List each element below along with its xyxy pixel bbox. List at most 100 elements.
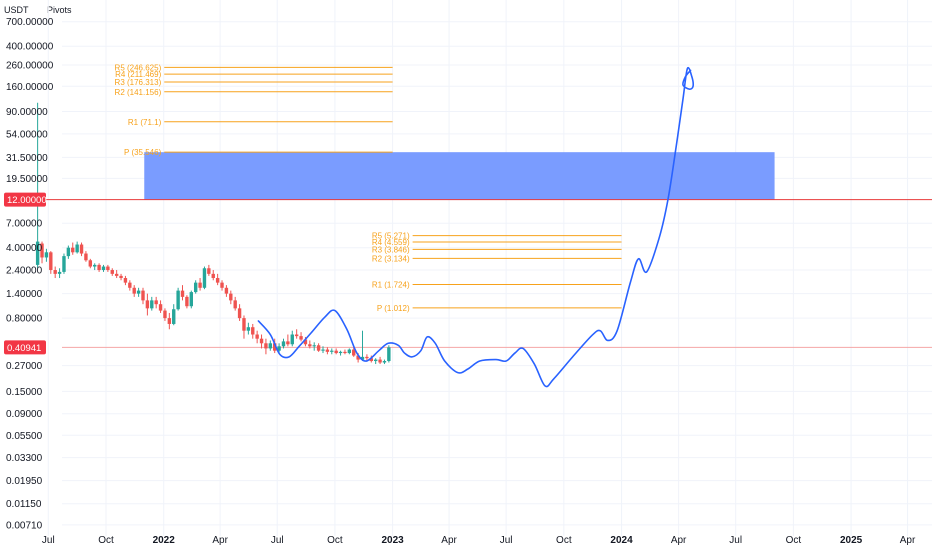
candle-body [132,287,136,294]
y-tick-label: 260.00000 [6,61,54,72]
candle [141,287,145,305]
candle [150,296,154,311]
candle [255,330,259,344]
pivot-label: R5 (5.271) [372,232,410,241]
candle [57,268,62,279]
y-tick-label: 7.00000 [6,219,43,230]
candle-body [308,344,312,347]
candle [106,264,110,272]
pivot-label: R1 (71.1) [128,118,162,127]
candle-body [224,287,229,294]
candle [128,280,132,291]
candle-body [373,359,378,362]
candle-body [57,271,62,274]
y-tick-label: 700.00000 [6,17,54,28]
x-tick-label: Apr [671,535,687,546]
x-axis[interactable]: Jul Oct 2022 Apr Jul Oct 2023 Apr Jul Oct 2024 Apr J… [42,535,916,546]
candle-body [242,318,246,331]
candle [193,280,198,294]
y-tick-label: 0.27000 [6,361,43,372]
candle-body [128,282,132,288]
pivot-label: R2 (141.156) [115,88,162,97]
candle-body [202,268,207,288]
candle [44,248,49,262]
pivot-label: P (1.012) [377,304,410,313]
y-tick-label: 19.50000 [6,174,48,185]
y-tick-label: 400.00000 [6,42,54,53]
candle-body [273,343,277,351]
y-axis[interactable]: 700.00000 400.00000 260.00000 160.00000 90.0… [6,17,54,531]
y-tick-label: 0.15000 [6,387,43,398]
candle [343,349,347,355]
candle [360,330,365,362]
candle [308,340,312,349]
candle [347,348,352,355]
candle [62,253,66,274]
candle [123,275,128,286]
candle [189,290,193,309]
candle-body [211,273,215,279]
candle [35,102,40,269]
candle [79,242,84,257]
candle-body [101,266,106,271]
x-tick-label: Jul [729,535,742,546]
candle-body [220,282,224,288]
candle-body [277,346,281,351]
candle [229,290,233,305]
candle [264,338,268,355]
x-tick-label: Jul [271,535,284,546]
x-tick-label: Jul [500,535,513,546]
candle-body [312,345,316,347]
candle [330,348,334,355]
candle-body [154,300,158,305]
candle [40,241,44,264]
candle [251,323,255,339]
candle-layer [35,102,391,365]
candle-body [251,327,255,335]
price-tag: 0.40941 [4,340,46,355]
supply-zone [144,152,775,200]
candle [369,355,373,363]
pivot-label: R3 (176.313) [115,78,162,87]
candle-body [303,339,308,345]
candle [224,285,229,297]
candle [365,354,369,362]
pivot-label: R5 (246.625) [115,63,162,72]
candle-body [281,341,286,347]
candle-body [185,296,189,307]
chart-grid [47,0,932,536]
x-tick-label: Oct [556,535,572,546]
candle-body [334,350,338,354]
candle-body [88,260,93,267]
projection-layer [257,66,694,388]
candle-body [198,282,202,288]
candle-body [321,349,325,351]
candle [268,340,273,351]
candle-body [53,270,57,274]
x-tick-label: Jul [42,535,55,546]
candle-body [84,253,88,261]
candle-body [141,290,145,301]
candle-body [193,282,198,293]
candle-body [268,343,273,349]
candle-body [299,336,303,340]
candle [246,322,251,335]
candle [334,348,338,355]
candle [259,334,264,349]
y-tick-label: 90.00000 [6,107,48,118]
candle-body [123,278,128,283]
candle-body [369,358,373,362]
candle-body [360,356,365,360]
candle-body [352,349,356,356]
candle [163,308,167,321]
candle [202,266,207,290]
candle-body [150,300,154,309]
candle-body [343,351,347,354]
candle [281,338,286,349]
candle-body [114,273,119,276]
candle-body [35,241,40,265]
candle-body [347,349,352,354]
candle-body [264,343,268,349]
pivot-label: P (35.546) [124,148,162,157]
